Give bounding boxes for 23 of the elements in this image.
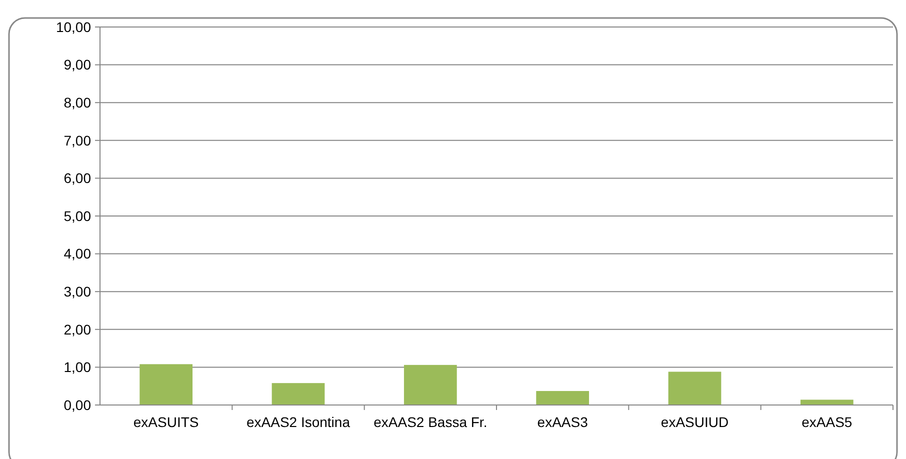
y-tick-label: 9,00 [64,56,92,73]
y-tick-label: 3,00 [64,284,92,300]
y-tick-label: 2,00 [64,321,92,338]
bar [404,364,457,405]
bar [140,364,193,405]
bar [800,400,854,405]
bar [272,383,325,405]
bar [668,372,722,405]
y-tick-label: 7,00 [64,132,92,148]
x-tick-label: exASUITS [133,414,199,430]
y-tick-label: 1,00 [64,359,92,376]
y-tick-label: 6,00 [64,170,92,186]
x-tick-label: exASUIUD [660,414,729,430]
x-tick-label: exAAS3 [537,414,588,430]
bar [536,391,590,405]
y-tick-label: 0,00 [64,396,92,413]
x-tick-label: exAAS5 [802,414,852,430]
y-tick-label: 10,00 [56,18,92,35]
x-tick-label: exAAS2 Bassa Fr. [374,414,488,430]
y-tick-label: 4,00 [64,246,92,262]
x-tick-label: exAAS2 Isontina [246,414,350,430]
y-tick-label: 8,00 [64,94,92,110]
y-tick-label: 5,00 [64,208,92,224]
